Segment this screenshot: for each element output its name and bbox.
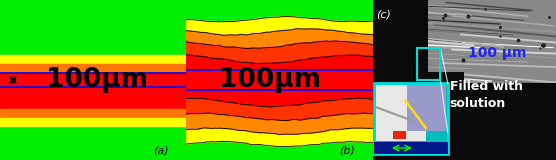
Text: 100μm: 100μm: [46, 67, 148, 93]
Bar: [0, 55, 186, 64]
Bar: [0, 118, 186, 126]
Bar: [0, 73, 186, 109]
Polygon shape: [186, 98, 373, 120]
Polygon shape: [186, 41, 373, 64]
Polygon shape: [408, 85, 446, 131]
Polygon shape: [186, 16, 373, 35]
Bar: [0, 109, 186, 118]
Bar: [374, 83, 448, 154]
Polygon shape: [186, 29, 373, 48]
Bar: [374, 142, 448, 154]
Polygon shape: [186, 55, 373, 107]
Bar: [393, 131, 405, 139]
Text: 100μm: 100μm: [219, 67, 321, 93]
Text: (b): (b): [339, 145, 355, 155]
Polygon shape: [373, 0, 556, 160]
Bar: [373, 0, 556, 83]
Text: (c): (c): [376, 10, 391, 20]
Polygon shape: [186, 128, 373, 147]
Bar: [0, 64, 186, 73]
Text: Filled with
solution: Filled with solution: [450, 80, 523, 110]
Polygon shape: [376, 85, 426, 141]
Polygon shape: [186, 141, 373, 160]
Polygon shape: [186, 0, 373, 22]
Bar: [416, 48, 440, 80]
Polygon shape: [186, 113, 373, 134]
Text: (a): (a): [153, 145, 168, 155]
Text: 100 μm: 100 μm: [468, 46, 527, 60]
